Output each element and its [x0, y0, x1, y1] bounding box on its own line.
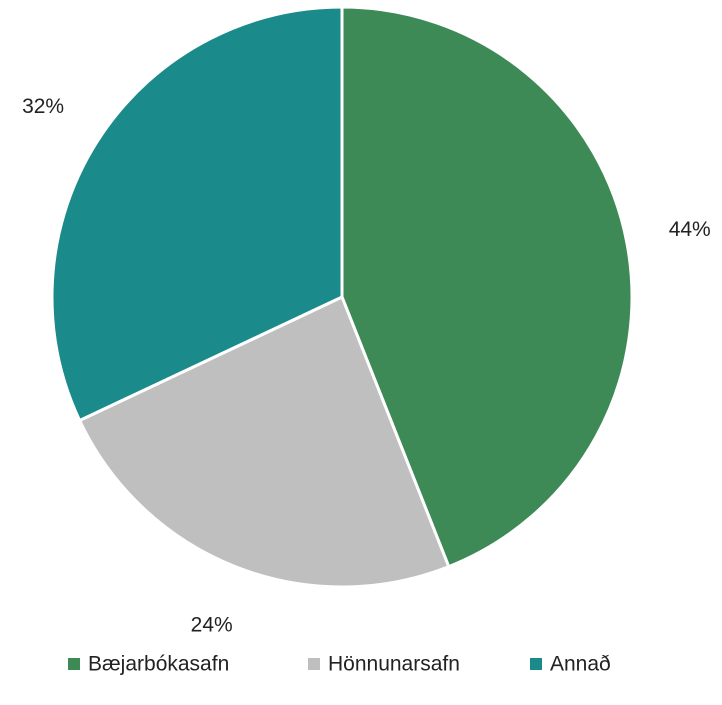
data-label: 32%: [22, 95, 64, 118]
legend-swatch: [68, 658, 80, 670]
pie-slice: [340, 5, 634, 569]
legend-label: Hönnunarsafn: [328, 653, 460, 676]
pie-slice: [50, 5, 344, 423]
pie-slice: [77, 294, 451, 589]
legend-swatch: [308, 658, 320, 670]
data-label: 44%: [669, 218, 711, 241]
legend-swatch: [530, 658, 542, 670]
legend-label: Annað: [550, 653, 611, 676]
data-label: 24%: [191, 614, 233, 637]
legend-label: Bæjarbókasafn: [88, 653, 229, 676]
